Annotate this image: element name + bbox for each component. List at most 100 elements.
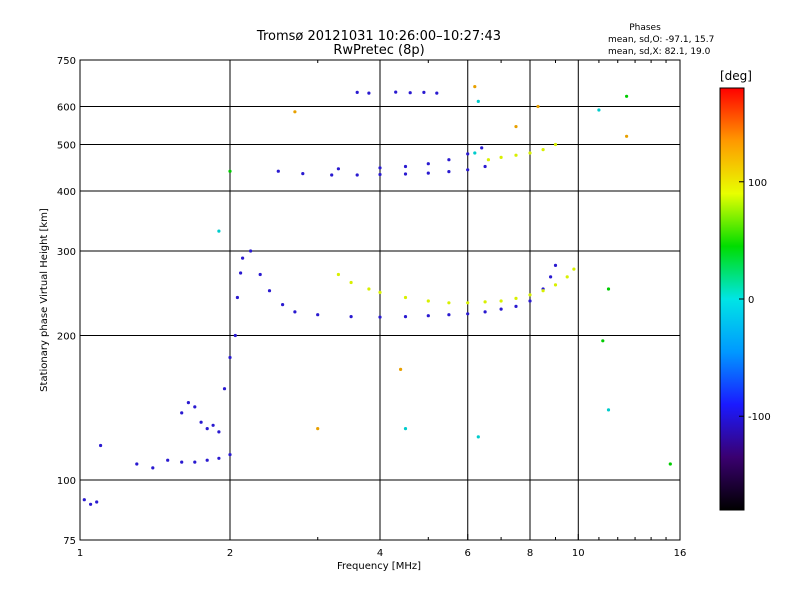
data-point [82,498,86,502]
data-point [480,146,484,150]
legend-line-x: mean, sd,X: 82.1, 19.0 [608,47,711,57]
data-point [536,104,540,109]
data-point [483,164,487,169]
data-point [228,169,232,173]
data-point [514,304,518,308]
data-point [349,315,353,319]
data-point [466,168,470,172]
data-point [205,458,209,462]
data-point [235,295,239,300]
data-point [528,293,532,297]
data-point [378,166,382,170]
data-point [336,167,340,171]
data-point [293,110,297,114]
data-point [378,290,382,294]
data-point [193,405,197,409]
data-point [241,256,245,260]
data-point [447,158,451,162]
y-tick-label: 750 [57,56,76,67]
data-point [408,91,412,95]
data-point [565,275,569,279]
colorbar-tick-label: 0 [748,295,754,306]
data-point [606,287,611,291]
data-point [601,339,605,343]
chart-title: Tromsø 20121031 10:26:00–10:27:43 [256,29,501,44]
data-point [483,300,487,304]
data-point [378,172,382,177]
y-tick-label: 400 [57,187,76,198]
data-point [528,299,532,303]
y-tick-label: 300 [57,247,76,258]
chart-subtitle: RwPretec (8p) [333,43,424,58]
data-point [499,299,503,303]
data-point [466,301,470,305]
data-point [403,164,408,169]
data-point [205,427,209,431]
x-tick-label: 16 [674,548,687,559]
data-point [426,299,430,303]
legend-line-o: mean, sd,O: -97.1, 15.7 [608,35,714,45]
data-point [95,500,99,504]
data-point [466,312,470,316]
data-point [330,173,334,177]
data-point [466,152,470,156]
data-point [355,173,359,177]
data-point [135,462,139,466]
data-point [668,462,672,466]
data-point [316,313,320,317]
data-point [316,427,320,431]
data-point [293,310,297,314]
data-point [217,229,221,233]
data-point [514,153,518,157]
data-point [403,295,408,300]
data-point [606,408,611,412]
y-axis-label: Stationary phase Virtual Height [km] [39,208,50,392]
data-point [625,94,629,98]
data-point [394,90,398,94]
data-point [447,170,451,174]
data-point [553,142,558,147]
colorbar-label: [deg] [720,69,752,83]
data-point [435,91,439,95]
data-point [476,435,480,439]
data-point [217,430,221,434]
y-tick-label: 500 [57,141,76,152]
data-point [217,456,221,460]
data-point [301,172,305,176]
data-point [447,313,451,317]
data-point [336,272,340,277]
colorbar-tick-label: -100 [748,412,771,423]
x-tick-label: 6 [465,548,471,559]
data-point [553,283,558,287]
data-point [151,466,155,470]
data-point [473,151,477,155]
data-point [186,401,190,405]
data-point [541,148,545,152]
data-point [349,280,353,285]
x-tick-label: 2 [227,548,233,559]
data-point [625,134,629,138]
data-point [193,460,197,464]
data-point [549,275,553,279]
data-point [228,355,232,360]
data-point [403,172,408,176]
data-point [166,458,170,462]
data-point [403,315,408,319]
data-point [426,171,430,175]
colorbar-tick-label: 100 [748,178,767,189]
x-tick-label: 1 [77,548,83,559]
y-tick-label: 100 [57,476,76,487]
data-point [483,310,487,314]
data-point [239,271,243,275]
data-point [447,301,451,305]
x-tick-label: 10 [572,548,585,559]
data-point [89,502,93,506]
data-point [258,272,262,277]
data-point [473,85,477,89]
data-point [378,315,382,319]
data-point [403,427,408,431]
data-point [514,296,518,300]
data-point [426,314,430,318]
data-point [422,90,426,94]
